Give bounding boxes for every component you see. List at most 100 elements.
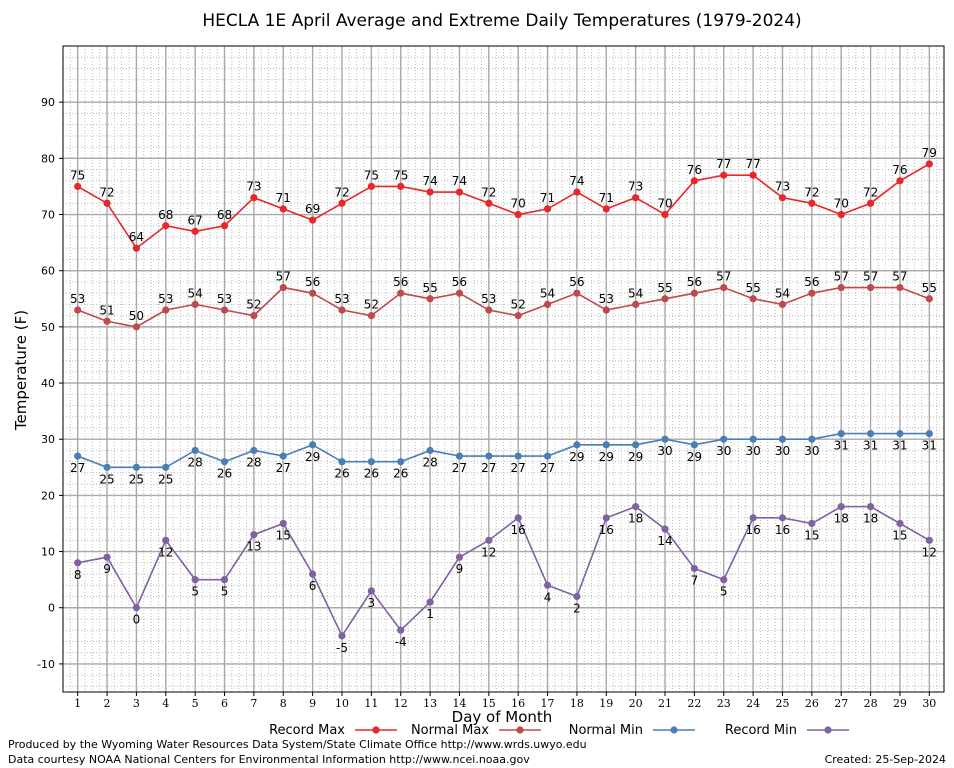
data-point xyxy=(162,222,170,230)
data-point xyxy=(250,531,258,539)
data-point xyxy=(279,283,287,292)
data-label: 74 xyxy=(422,174,437,188)
data-point xyxy=(455,289,464,297)
data-point xyxy=(925,536,933,544)
data-point xyxy=(191,227,199,235)
data-point xyxy=(573,592,581,601)
data-label: 0 xyxy=(133,613,141,627)
data-point xyxy=(279,452,287,460)
data-label: 31 xyxy=(922,439,937,453)
footer-data-source-line: Data courtesy NOAA National Centers for … xyxy=(8,753,530,766)
data-label: 56 xyxy=(569,275,584,289)
data-point xyxy=(514,312,522,320)
x-tick-label: 26 xyxy=(805,697,819,710)
y-tick-label: 20 xyxy=(41,489,55,502)
data-label: 30 xyxy=(804,444,819,458)
legend-label: Record Min xyxy=(725,723,797,738)
data-point xyxy=(778,300,787,308)
data-label: 53 xyxy=(158,292,173,306)
data-point xyxy=(103,463,111,471)
data-label: 18 xyxy=(628,512,643,526)
x-tick-label: 20 xyxy=(629,697,643,710)
data-label: 25 xyxy=(129,472,144,486)
data-point xyxy=(338,306,346,314)
data-label: 16 xyxy=(775,523,790,537)
data-label: 72 xyxy=(99,185,114,199)
data-point xyxy=(837,503,845,511)
data-label: 71 xyxy=(540,191,555,205)
data-point xyxy=(573,289,581,297)
data-point xyxy=(749,171,757,179)
series-line xyxy=(77,163,930,250)
data-point xyxy=(720,171,728,179)
data-label: 27 xyxy=(481,461,496,475)
data-label: 30 xyxy=(716,444,731,458)
data-point xyxy=(132,463,141,471)
data-label: 28 xyxy=(246,455,261,469)
data-point xyxy=(543,581,552,589)
data-point xyxy=(866,199,875,207)
data-label: 26 xyxy=(393,467,408,481)
data-label: 57 xyxy=(276,270,291,284)
data-point xyxy=(191,446,199,455)
data-point xyxy=(602,306,610,314)
x-tick-label: 27 xyxy=(834,697,848,710)
data-label: 75 xyxy=(70,168,85,182)
footer-credit-line: Produced by the Wyoming Water Resources … xyxy=(8,738,587,751)
data-label: 54 xyxy=(775,286,790,300)
data-point xyxy=(837,283,845,292)
x-tick-label: 14 xyxy=(452,697,466,710)
data-label: 12 xyxy=(481,545,496,559)
data-label: 15 xyxy=(892,528,907,542)
data-label: 53 xyxy=(334,292,349,306)
series-record-max: 75 72 64 68 67 68 73 71 69 72 75 75 74 74 72 70 71 74 71 73… xyxy=(70,146,937,252)
data-point xyxy=(279,205,287,213)
series-record-min: 8 9 0 12 5 5 13 15 6 -5 3 -4 1 9 12 16 4 2 16 18 14 7 5 16 16 15 1… xyxy=(74,503,937,655)
data-point xyxy=(132,244,141,252)
data-point xyxy=(397,458,405,466)
data-label: 72 xyxy=(481,185,496,199)
data-label: 72 xyxy=(334,185,349,199)
data-point xyxy=(485,199,493,207)
data-point xyxy=(455,553,464,561)
data-point xyxy=(367,458,375,466)
data-point xyxy=(250,446,258,455)
data-point xyxy=(74,306,82,314)
data-label: 54 xyxy=(188,286,203,300)
legend-swatch-marker xyxy=(516,726,524,734)
data-point xyxy=(338,458,346,466)
data-point xyxy=(896,283,904,292)
y-tick-label: -10 xyxy=(37,658,55,671)
series-line xyxy=(77,432,930,469)
data-label: 9 xyxy=(456,562,464,576)
data-label: 2 xyxy=(573,602,581,616)
data-label: 27 xyxy=(511,461,526,475)
x-tick-label: 29 xyxy=(893,697,907,710)
data-point xyxy=(485,306,493,314)
data-label: 52 xyxy=(246,298,261,312)
data-point xyxy=(426,188,434,196)
data-point xyxy=(749,435,757,443)
y-tick-label: 10 xyxy=(41,546,55,559)
data-point xyxy=(220,306,229,314)
data-label: 12 xyxy=(922,545,937,559)
data-point xyxy=(309,216,317,224)
data-label: 73 xyxy=(628,180,643,194)
data-label: 52 xyxy=(511,298,526,312)
data-point xyxy=(573,441,581,449)
data-label: 26 xyxy=(364,467,379,481)
data-label: 26 xyxy=(217,467,232,481)
data-label: 27 xyxy=(452,461,467,475)
x-tick-label: 3 xyxy=(133,697,140,710)
data-point xyxy=(925,430,933,438)
data-point xyxy=(455,452,464,460)
data-point xyxy=(191,576,199,584)
x-tick-label: 17 xyxy=(541,697,555,710)
data-point xyxy=(866,430,875,438)
data-label: 28 xyxy=(188,455,203,469)
data-point xyxy=(338,199,346,207)
data-label: 53 xyxy=(481,292,496,306)
data-point xyxy=(808,519,816,528)
data-point xyxy=(543,452,552,460)
